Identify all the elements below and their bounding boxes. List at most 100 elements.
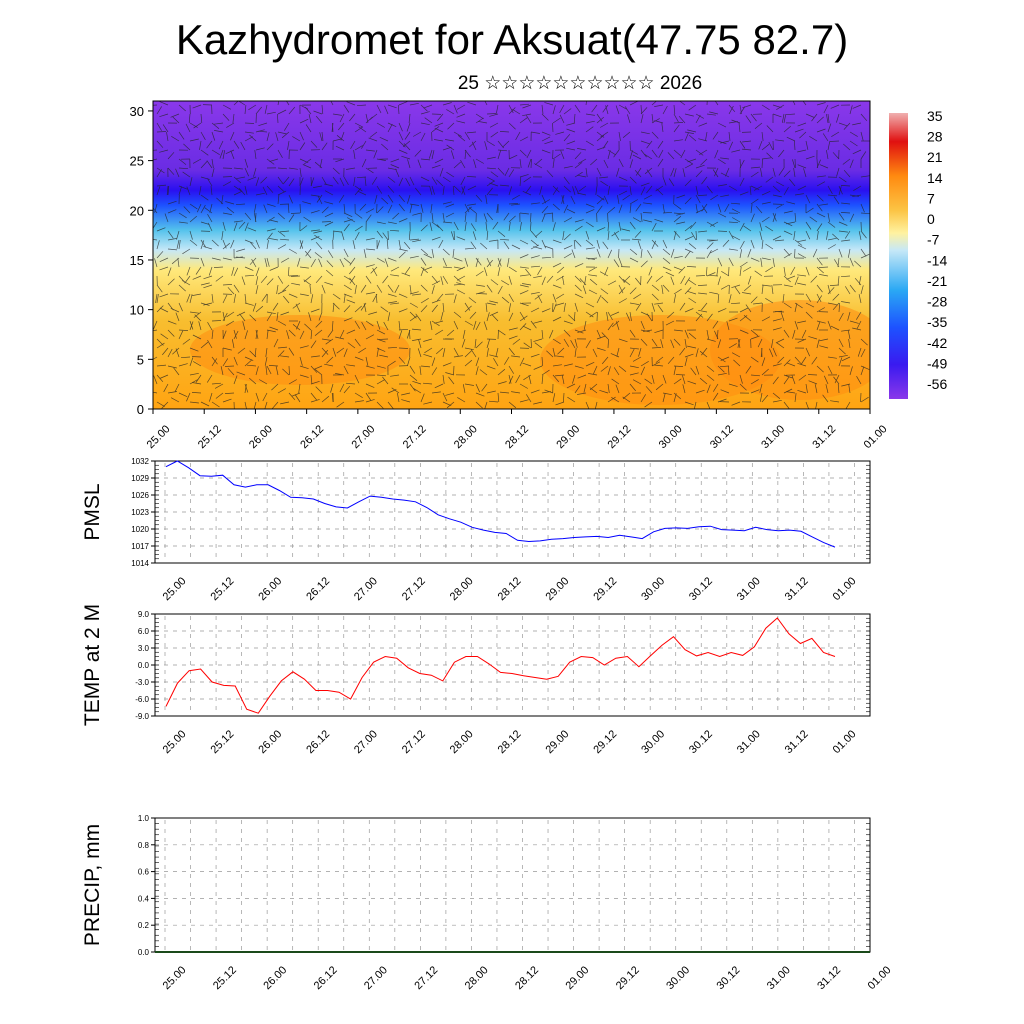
pmsl-panel: 1014 1017 1020 1023 1026 1029 1032 25.00 25.12 26… (81, 457, 871, 603)
temp-x-tick-label: 25.12 (208, 728, 236, 756)
pmsl-y-tick-label: 1032 (131, 457, 149, 466)
pmsl-x-tick-label: 29.00 (543, 575, 571, 603)
heatmap-x-tick-label: 29.12 (606, 423, 634, 451)
colorbar-label: 28 (927, 129, 943, 145)
colorbar-ramp (889, 113, 908, 399)
heatmap-x-tick-label: 31.00 (759, 423, 787, 451)
heatmap-x-tick-label: 26.00 (247, 423, 275, 451)
temp-x-tick-label: 27.00 (352, 728, 380, 756)
pmsl-x-tick-label: 27.12 (400, 575, 428, 603)
colorbar-label: -14 (927, 252, 947, 268)
colorbar-label: -21 (927, 273, 947, 289)
temp-y-tick-label: 0.0 (138, 661, 150, 670)
heatmap-y-tick-label: 0 (137, 402, 144, 417)
precip-x-tick-label: 25.12 (211, 964, 239, 992)
heatmap-x-tick-label: 27.00 (349, 423, 377, 451)
pmsl-frame (154, 460, 871, 564)
pmsl-x-tick-label: 28.00 (448, 575, 476, 603)
temp-x-tick-label: 30.00 (639, 728, 667, 756)
heatmap-x-tick-label: 30.00 (657, 423, 685, 451)
precip-x-tick-label: 31.12 (815, 964, 843, 992)
temp-frame (154, 613, 871, 717)
precip-y-tick-label: 0.4 (138, 894, 150, 903)
heatmap-x-tick-label: 30.12 (708, 423, 736, 451)
pmsl-y-tick-label: 1020 (131, 525, 149, 534)
colorbar-label: 7 (927, 190, 935, 206)
temp-x-tick-label: 25.00 (161, 728, 189, 756)
heatmap-x-tick-label: 01.00 (862, 423, 890, 451)
precip-x-tick-label: 28.00 (463, 964, 491, 992)
pmsl-grid (155, 460, 870, 564)
chart-title: Kazhydromet for Aksuat(47.75 82.7) (175, 16, 849, 63)
heatmap-x-tick-label: 27.12 (401, 423, 429, 451)
temp-x-tick-label: 30.12 (687, 728, 715, 756)
pmsl-y-tick-label: 1014 (131, 559, 149, 568)
pmsl-x-tick-label: 26.12 (304, 575, 332, 603)
precip-minor-ticks (155, 817, 870, 953)
colorbar-label: -35 (927, 314, 947, 330)
precip-panel: 0.0 0.2 0.4 0.6 0.8 1.0 25.00 25.12 26.00 26.12 27… (81, 814, 894, 992)
temp-ylabel: TEMP at 2 M (81, 604, 104, 726)
temp-minor-ticks (155, 613, 870, 717)
pmsl-x-tick-label: 29.12 (591, 575, 619, 603)
heatmap-x-tick-label: 28.00 (452, 423, 480, 451)
precip-y-tick-label: 0.2 (138, 921, 150, 930)
pmsl-series-line (165, 460, 836, 548)
temp-x-tick-label: 31.00 (735, 728, 763, 756)
temp-y-tick-label: -9.0 (135, 712, 149, 721)
precip-x-tick-label: 29.12 (614, 964, 642, 992)
precip-x-tick-label: 26.12 (312, 964, 340, 992)
pmsl-ylabel: PMSL (81, 483, 104, 540)
precip-x-tick-label: 30.12 (715, 964, 743, 992)
precip-y-tick-label: 1.0 (138, 814, 150, 823)
precip-x-tick-label: 30.00 (664, 964, 692, 992)
heatmap-x-tick-label: 25.12 (196, 423, 224, 451)
temp-y-tick-label: 3.0 (138, 644, 150, 653)
pmsl-y-tick-label: 1023 (131, 508, 149, 517)
pmsl-x-tick-label: 28.12 (496, 575, 524, 603)
pmsl-x-tick-label: 25.00 (161, 575, 189, 603)
colorbar-label: -42 (927, 335, 947, 351)
temp-x-tick-label: 28.00 (448, 728, 476, 756)
heatmap-x-tick-label: 31.12 (810, 423, 838, 451)
precip-grid (155, 817, 870, 953)
pmsl-y-tick-label: 1029 (131, 474, 149, 483)
temp-x-tick-label: 28.12 (496, 728, 524, 756)
colorbar-label: -49 (927, 355, 947, 371)
pmsl-x-tick-label: 31.00 (735, 575, 763, 603)
precip-x-tick-label: 26.00 (261, 964, 289, 992)
precip-x-tick-label: 31.00 (765, 964, 793, 992)
heatmap-x-tick-label: 26.12 (298, 423, 326, 451)
pmsl-x-tick-label: 26.00 (256, 575, 284, 603)
chart-subtitle: 25 ☆☆☆☆☆☆☆☆☆☆ 2026 (457, 73, 703, 94)
heatmap-y-tick-label: 10 (130, 303, 144, 318)
pmsl-minor-ticks (155, 460, 870, 564)
temp-x-tick-label: 27.12 (400, 728, 428, 756)
heatmap-y-tick-label: 5 (137, 352, 144, 367)
temp-y-tick-label: 9.0 (138, 610, 150, 619)
pmsl-x-tick-label: 27.00 (352, 575, 380, 603)
temp-x-tick-label: 31.12 (783, 728, 811, 756)
colorbar: 35 28 21 14 7 0 -7 -14 -21 -28 -35 -42 -49 -56 (889, 108, 947, 399)
precip-x-tick-label: 27.00 (362, 964, 390, 992)
colorbar-label: -28 (927, 294, 947, 310)
pmsl-x-tick-label: 25.12 (208, 575, 236, 603)
temp-x-tick-label: 01.00 (831, 728, 859, 756)
heatmap-x-tick-label: 28.12 (503, 423, 531, 451)
pmsl-y-tick-label: 1026 (131, 491, 149, 500)
temp-y-tick-label: 6.0 (138, 627, 150, 636)
temp-y-tick-label: -3.0 (135, 678, 149, 687)
pmsl-x-tick-label: 01.00 (831, 575, 859, 603)
precip-ylabel: PRECIP, mm (81, 824, 104, 946)
heatmap-y-tick-label: 25 (130, 154, 144, 169)
pmsl-y-tick-label: 1017 (131, 542, 149, 551)
heatmap-y-tick-label: 20 (130, 203, 144, 218)
colorbar-label: 0 (927, 211, 935, 227)
precip-x-tick-label: 27.12 (412, 964, 440, 992)
temp-x-tick-label: 26.12 (304, 728, 332, 756)
heatmap-y-tick-label: 15 (130, 253, 144, 268)
heatmap-warm-cores (190, 300, 870, 405)
temp-series-line (165, 617, 836, 714)
precip-x-tick-label: 25.00 (161, 964, 189, 992)
